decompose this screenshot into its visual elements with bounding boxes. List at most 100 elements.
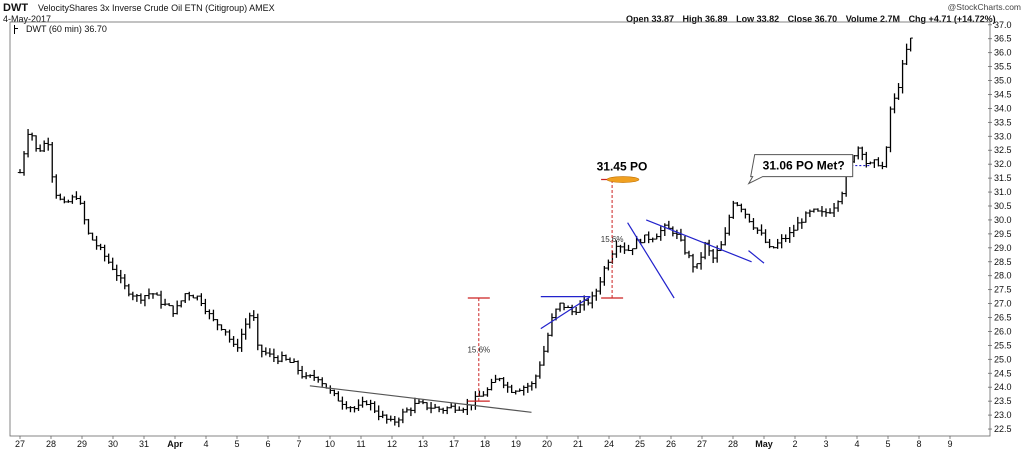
ohlc-bar (900, 59, 905, 94)
ohlc-bar (735, 202, 740, 207)
copyright-text: @StockCharts.com (947, 2, 1021, 12)
ohlc-bar (352, 406, 357, 413)
ohlc-bar (698, 252, 704, 270)
ohlc-bar (408, 407, 414, 417)
ohlc-bar (162, 298, 168, 306)
y-tick-label: 34.5 (994, 89, 1012, 99)
ohlc-bar (783, 234, 788, 243)
ohlc-bar (880, 161, 885, 170)
legend-label: DWT (60 min) 36.70 (26, 24, 107, 34)
ohlc-bar (102, 244, 107, 262)
ohlc-bar (199, 293, 204, 307)
ohlc-bar (896, 83, 901, 100)
ohlc-bar (868, 161, 873, 165)
ohlc-bar (130, 291, 136, 301)
ohlc-bar (267, 348, 273, 358)
ohlc-bar (662, 223, 667, 236)
ohlc-bar (755, 227, 760, 234)
ohlc-bar (501, 377, 506, 389)
y-tick-label: 27.0 (994, 299, 1012, 309)
x-tick-label: 10 (325, 439, 335, 449)
callout-label: 31.06 PO Met? (763, 159, 845, 173)
ohlc-bar (436, 406, 442, 413)
ohlc-bar (90, 232, 95, 241)
ohlc-bar (497, 377, 502, 382)
ohlc-bar (598, 277, 603, 295)
ohlc-bar (763, 229, 768, 244)
y-tick-label: 23.0 (994, 410, 1012, 420)
x-tick-label: 30 (108, 439, 118, 449)
annotations: 15.6% 15.6% 31.45 PO 31.06 PO Met? (309, 154, 870, 413)
ohlc-bar (457, 406, 462, 411)
ohlc-bar (872, 159, 877, 168)
ohlc-bar (388, 415, 393, 422)
ohlc-bar (823, 208, 829, 217)
x-tick-label: 4 (203, 439, 208, 449)
x-tick-label: 26 (666, 439, 676, 449)
ohlc-bar (58, 193, 63, 201)
ohlc-bar (505, 381, 510, 393)
ohlc-bar (356, 399, 361, 411)
x-tick-label: 21 (573, 439, 583, 449)
x-tick-label: 7 (296, 439, 301, 449)
ohlc-bar (602, 265, 607, 286)
ohlc-bar (485, 387, 490, 397)
open-value: Open 33.87 (626, 14, 675, 24)
ohlc-bar (344, 401, 349, 410)
ohlc-bar (66, 199, 71, 203)
ohlc-bar (255, 313, 260, 351)
ohlc-bar (481, 391, 486, 397)
x-tick-label: 19 (511, 439, 521, 449)
ohlc-bar (590, 291, 595, 309)
ohlc-bar (183, 293, 188, 304)
ohlc-bar (50, 142, 55, 183)
ohlc-bar (400, 408, 406, 424)
y-tick-label: 30.5 (994, 201, 1012, 211)
y-tick-label: 27.5 (994, 285, 1012, 295)
ohlc-bar (424, 402, 430, 411)
ohlc-bar (235, 338, 240, 352)
ohlc-bar (154, 292, 160, 296)
x-tick-label: 3 (823, 439, 828, 449)
ohlc-bar (658, 226, 663, 241)
trend-line (309, 385, 532, 413)
ohlc-bar (368, 399, 373, 411)
x-tick-label: 11 (356, 439, 365, 449)
ohlc-bar (767, 238, 772, 249)
ohlc-bar (807, 209, 813, 218)
ohlc-bar (231, 336, 236, 347)
x-tick-label: 17 (449, 439, 459, 449)
ohlc-bar (360, 396, 365, 408)
ohlc-bar (150, 293, 156, 299)
x-tick-label: 29 (77, 439, 87, 449)
y-tick-label: 31.0 (994, 187, 1012, 197)
y-tick-label: 37.0 (994, 20, 1012, 30)
ohlc-bar (444, 406, 450, 415)
ohlc-bar (723, 227, 728, 246)
ohlc-bar (666, 220, 672, 229)
ohlc-bar (307, 374, 313, 378)
y-tick-label: 24.5 (994, 368, 1012, 378)
ohlc-bar (29, 132, 35, 141)
ohlc-bar (731, 200, 736, 219)
plot-frame (9, 21, 991, 437)
x-tick-label: May (755, 439, 773, 449)
ohlc-bar (279, 351, 285, 363)
ohlc-bar (892, 93, 897, 114)
ohlc-bar (37, 144, 43, 152)
ohlc-bar (74, 191, 79, 200)
ohlc-bar (328, 385, 333, 394)
ohlc-bar (739, 203, 744, 213)
ohlc-bar (626, 244, 631, 252)
series-legend: DWT (60 min) 36.70 (14, 24, 107, 34)
ohlc-bar (473, 391, 478, 410)
ohlc-bar (283, 354, 289, 361)
ohlc-bar (690, 253, 696, 273)
ohlc-bar (743, 208, 748, 219)
ohlc-bar (207, 309, 212, 320)
ohlc-bar (654, 233, 659, 240)
x-tick-label: 5 (885, 439, 890, 449)
ohlc-bar (179, 300, 184, 308)
y-tick-label: 23.5 (994, 396, 1012, 406)
ohlc-bar (247, 312, 252, 329)
